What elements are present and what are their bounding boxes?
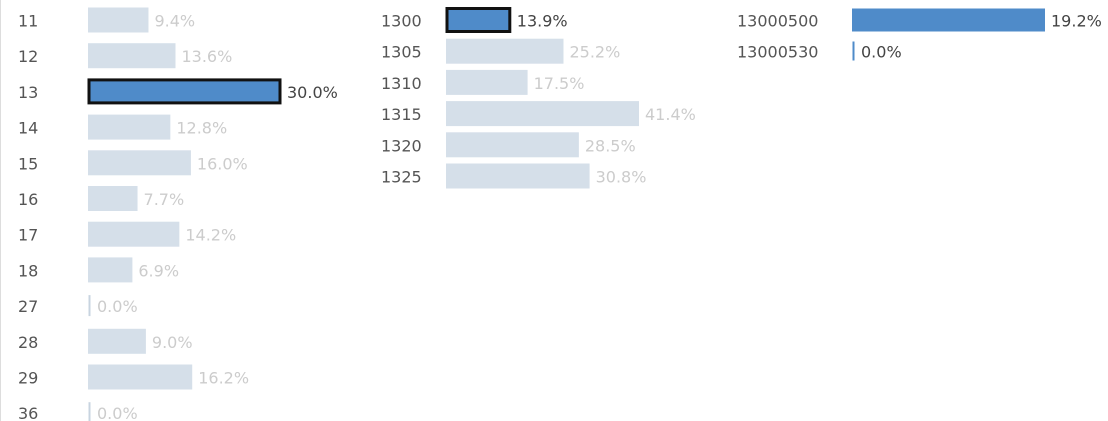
bar[interactable] bbox=[852, 8, 1045, 32]
category-label: 12 bbox=[18, 47, 38, 66]
category-label: 13 bbox=[18, 83, 38, 102]
category-label: 17 bbox=[18, 226, 38, 245]
value-label: 7.7% bbox=[144, 190, 185, 209]
value-label: 16.2% bbox=[198, 369, 249, 388]
bar[interactable] bbox=[88, 221, 180, 247]
bar[interactable] bbox=[88, 186, 138, 211]
category-label: 15 bbox=[18, 154, 38, 173]
value-label: 14.2% bbox=[185, 226, 236, 245]
bar[interactable] bbox=[88, 43, 176, 69]
value-label: 0.0% bbox=[861, 43, 902, 62]
value-label: 16.0% bbox=[197, 154, 248, 173]
value-label: 12.8% bbox=[176, 119, 227, 138]
bar[interactable] bbox=[88, 364, 193, 390]
category-label: 13000530 bbox=[737, 43, 818, 62]
bar[interactable] bbox=[446, 132, 579, 158]
bar[interactable] bbox=[446, 38, 564, 64]
category-label: 14 bbox=[18, 119, 38, 138]
category-label: 1325 bbox=[381, 168, 422, 187]
value-label: 28.5% bbox=[585, 136, 636, 155]
bar[interactable] bbox=[88, 150, 191, 176]
bar[interactable] bbox=[88, 114, 171, 140]
value-label: 9.4% bbox=[154, 12, 195, 31]
value-label: 13.6% bbox=[181, 47, 232, 66]
category-label: 1315 bbox=[381, 105, 422, 124]
value-label: 41.4% bbox=[645, 105, 696, 124]
category-label: 11 bbox=[18, 12, 38, 31]
category-label: 1305 bbox=[381, 43, 422, 62]
value-label: 17.5% bbox=[534, 74, 585, 93]
value-label: 0.0% bbox=[97, 404, 138, 421]
category-label: 13000500 bbox=[737, 12, 818, 31]
category-label: 16 bbox=[18, 190, 38, 209]
category-label: 18 bbox=[18, 261, 38, 280]
category-label: 1300 bbox=[381, 12, 422, 31]
value-label: 30.8% bbox=[596, 168, 647, 187]
value-label: 30.0% bbox=[287, 83, 338, 102]
bar[interactable] bbox=[88, 7, 149, 33]
bar[interactable] bbox=[88, 328, 146, 354]
value-label: 6.9% bbox=[138, 261, 179, 280]
bar[interactable] bbox=[87, 78, 282, 105]
category-label: 1320 bbox=[381, 136, 422, 155]
value-label: 25.2% bbox=[569, 43, 620, 62]
bar[interactable] bbox=[446, 69, 528, 95]
value-label: 13.9% bbox=[517, 12, 568, 31]
value-label: 0.0% bbox=[97, 297, 138, 316]
category-label: 1310 bbox=[381, 74, 422, 93]
bar[interactable] bbox=[88, 257, 133, 283]
category-label: 29 bbox=[18, 369, 38, 388]
category-label: 28 bbox=[18, 333, 38, 352]
category-label: 36 bbox=[18, 404, 38, 421]
value-label: 19.2% bbox=[1051, 12, 1102, 31]
bar[interactable] bbox=[445, 7, 512, 33]
bar[interactable] bbox=[446, 101, 639, 127]
category-label: 27 bbox=[18, 297, 38, 316]
bar[interactable] bbox=[446, 163, 590, 189]
value-label: 9.0% bbox=[152, 333, 193, 352]
